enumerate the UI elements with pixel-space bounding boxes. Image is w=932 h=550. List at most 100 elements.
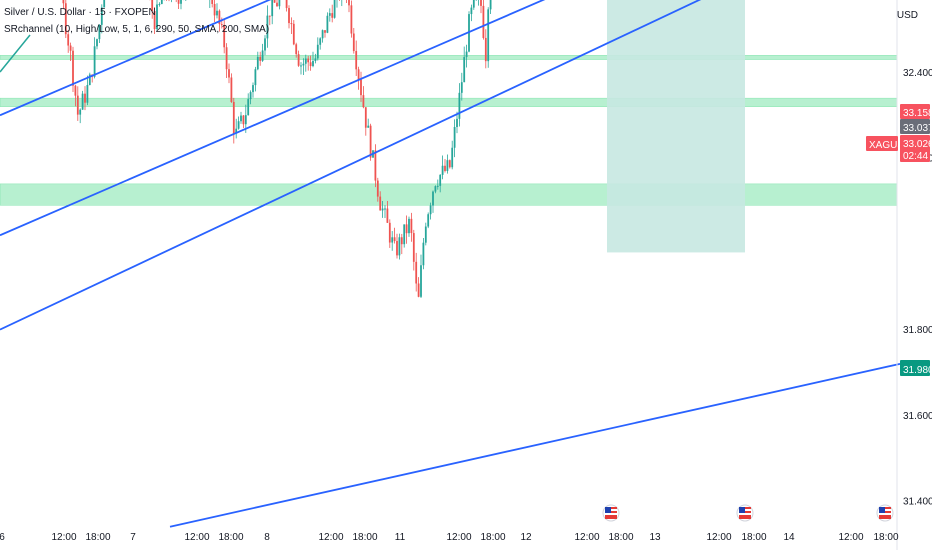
- candle-body: [314, 58, 317, 61]
- candle-body: [434, 186, 437, 192]
- candle-body: [410, 218, 413, 234]
- entry-price-label-text: 33.037: [903, 123, 932, 134]
- candle-body: [328, 13, 331, 16]
- candle-body: [249, 92, 252, 100]
- candle-body: [448, 160, 451, 168]
- time-tick: 18:00: [873, 532, 898, 543]
- price-tick: 31.400: [903, 497, 932, 508]
- position-tool[interactable]: [0, 0, 897, 253]
- candle-body: [232, 101, 235, 134]
- candle-body: [439, 174, 442, 186]
- entry-price-label: [900, 119, 930, 134]
- candle-body: [441, 165, 444, 175]
- candle-body: [256, 56, 259, 70]
- candle-body: [482, 5, 485, 38]
- candle-body: [403, 224, 406, 245]
- candle-body: [64, 3, 67, 35]
- candle-body: [244, 115, 247, 125]
- candle-body: [223, 24, 226, 48]
- channel-line[interactable]: [0, 0, 900, 331]
- candle-body: [302, 63, 305, 66]
- candle-body: [350, 5, 353, 34]
- candle-body: [67, 34, 70, 46]
- time-tick: 18:00: [218, 532, 243, 543]
- candle-body: [362, 95, 365, 108]
- candle-body: [487, 9, 490, 62]
- time-tick: 12:00: [574, 532, 599, 543]
- time-tick: 18:00: [741, 532, 766, 543]
- candle-body: [96, 39, 98, 47]
- candle-body: [360, 79, 362, 96]
- channel-line[interactable]: [0, 0, 900, 117]
- candle-body: [355, 51, 358, 70]
- candle-body: [400, 237, 403, 245]
- candle-body: [408, 218, 410, 234]
- candle-body: [472, 0, 475, 8]
- time-tick: 13: [649, 532, 661, 543]
- candle-body: [62, 0, 65, 4]
- channel-line[interactable]: [0, 0, 900, 237]
- indicator-legend[interactable]: SRchannel (10, High/Low, 5, 1, 6, 290, 5…: [4, 24, 270, 35]
- time-tick: 18:00: [480, 532, 505, 543]
- candle-body: [235, 128, 238, 134]
- sr-zone: [0, 97, 898, 107]
- candle-body: [321, 30, 324, 39]
- candle-body: [160, 0, 163, 5]
- candle-body: [453, 127, 456, 148]
- candle-body: [103, 0, 106, 8]
- symbol-price-label: [866, 136, 898, 151]
- green-trendline[interactable]: [0, 34, 31, 73]
- candle-body: [216, 10, 218, 16]
- candle-body: [417, 283, 420, 297]
- time-axis[interactable]: 6 12:00 18:00 7 12:00 18:00 8 12:00 18:00 11 12:00…: [0, 532, 899, 543]
- stop-price-label-text: 33.158: [903, 108, 932, 119]
- candle-body: [273, 0, 276, 3]
- candle-body: [398, 237, 401, 256]
- candle-body: [427, 214, 430, 227]
- candle-body: [240, 115, 242, 122]
- candle-body: [384, 208, 386, 210]
- us-flag-icon[interactable]: [736, 504, 754, 522]
- candle-body: [254, 69, 257, 86]
- candle-body: [470, 7, 473, 15]
- candle-body: [415, 261, 418, 284]
- candle-body: [307, 58, 310, 63]
- time-tick: 7: [130, 532, 136, 543]
- candle-body: [367, 125, 370, 128]
- candle-body: [74, 85, 77, 96]
- candle-body: [316, 44, 319, 59]
- candle-body: [259, 56, 262, 61]
- candle-body: [276, 2, 278, 7]
- us-flag-icon[interactable]: [602, 504, 620, 522]
- candle-body: [451, 147, 454, 168]
- economic-events[interactable]: [602, 504, 894, 522]
- candle-body: [81, 93, 84, 110]
- time-tick: 18:00: [85, 532, 110, 543]
- candle-body: [225, 47, 228, 70]
- candle-body: [151, 0, 154, 12]
- candle-body: [412, 233, 415, 262]
- candle-body: [405, 224, 408, 234]
- candle-body: [271, 0, 274, 17]
- candle-body: [348, 0, 350, 6]
- sr-zone: [0, 183, 898, 206]
- candle-body: [93, 46, 96, 77]
- us-flag-icon[interactable]: [876, 504, 894, 522]
- currency-label[interactable]: USD: [896, 10, 918, 21]
- channel-line[interactable]: [169, 362, 901, 528]
- stop-price-label: [900, 104, 930, 119]
- candle-body: [86, 84, 89, 103]
- price-tick: 32.400: [903, 68, 932, 79]
- channel-lines[interactable]: [0, 0, 901, 528]
- candle-body: [420, 265, 422, 297]
- take-profit-zone[interactable]: [607, 0, 745, 253]
- candle-body: [460, 82, 463, 93]
- candle-body: [264, 38, 266, 51]
- candle-body: [252, 85, 254, 93]
- candle-body: [379, 196, 382, 211]
- candle-body: [156, 4, 158, 30]
- symbol-title[interactable]: Silver / U.S. Dollar · 15 · FXOPEN: [4, 7, 156, 18]
- time-tick: 12:00: [706, 532, 731, 543]
- candle-body: [295, 44, 298, 55]
